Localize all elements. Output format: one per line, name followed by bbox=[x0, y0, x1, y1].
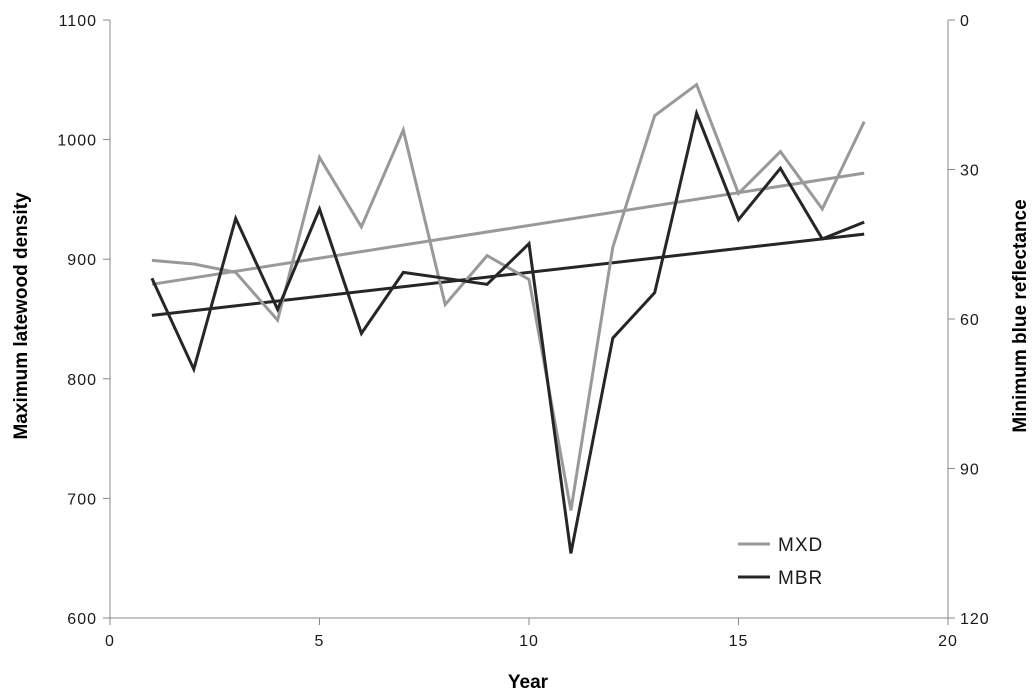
y2-tick-label: 0 bbox=[960, 13, 970, 30]
trend-line-mbr bbox=[151, 232, 865, 317]
y2-tick-label: 30 bbox=[960, 163, 980, 180]
y-tick-label: 700 bbox=[67, 491, 97, 508]
x-tick-label: 10 bbox=[519, 633, 539, 650]
axes: 600 700 800 900 1000 1100 0 30 60 90 120 0 5 10 15 20 bbox=[57, 13, 990, 650]
legend: MXD MBR bbox=[738, 535, 823, 589]
y2-tick-label: 60 bbox=[960, 312, 980, 329]
y-tick-label: 1100 bbox=[59, 13, 97, 30]
trend-line-mxd bbox=[151, 171, 865, 286]
y-tick-label: 800 bbox=[67, 372, 97, 389]
legend-label-mbr: MBR bbox=[778, 568, 823, 589]
legend-label-mxd: MXD bbox=[778, 535, 823, 556]
series-lines bbox=[150, 82, 866, 554]
trend-lines bbox=[151, 171, 865, 317]
y2-tick-label: 90 bbox=[960, 462, 980, 479]
y2-tick-label: 120 bbox=[960, 611, 990, 628]
x-tick-label: 20 bbox=[938, 633, 958, 650]
y-tick-label: 900 bbox=[67, 252, 97, 269]
x-axis-title: Year bbox=[508, 672, 549, 693]
y-tick-label: 1000 bbox=[57, 133, 97, 150]
x-tick-label: 5 bbox=[315, 633, 325, 650]
y2-axis-title: Minimum blue reflectance bbox=[1010, 199, 1031, 432]
series-line-mbr bbox=[150, 108, 865, 554]
series-line-mxd bbox=[151, 82, 866, 511]
x-tick-label: 0 bbox=[105, 633, 115, 650]
y-tick-label: 600 bbox=[67, 611, 97, 628]
x-tick-label: 15 bbox=[729, 633, 749, 650]
y-axis-title: Maximum latewood density bbox=[11, 192, 32, 439]
